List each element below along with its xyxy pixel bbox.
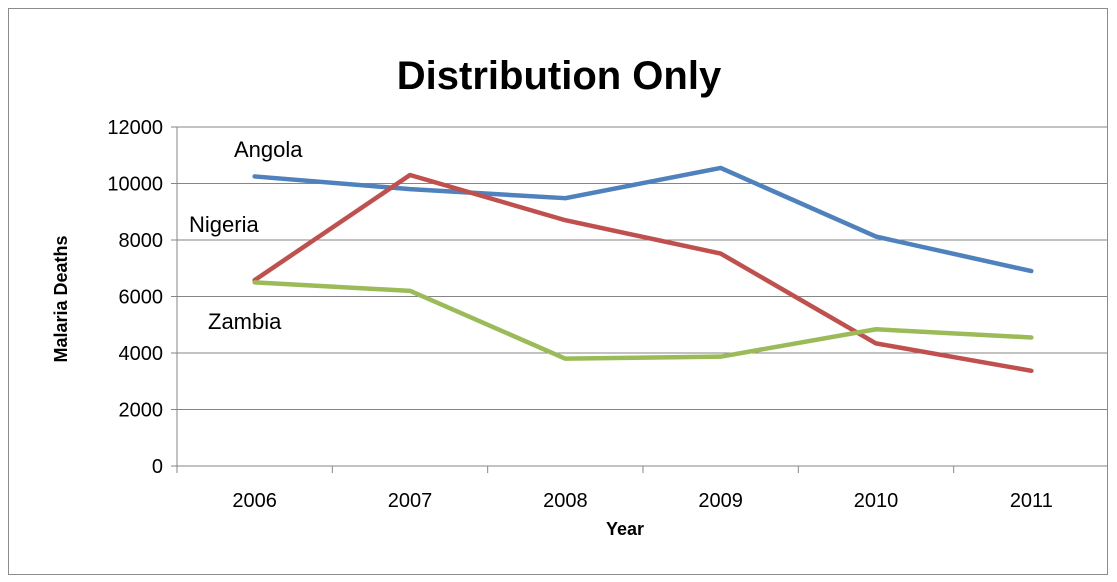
- y-tick-label: 8000: [119, 230, 164, 252]
- x-tick-label: 2009: [698, 490, 743, 512]
- x-tick-labels: 2006 2007 2008 2009 2010 2011: [232, 490, 1052, 512]
- x-tick-label: 2010: [854, 490, 899, 512]
- series-lines: [252, 165, 1034, 374]
- chart-title: Distribution Only: [397, 54, 722, 98]
- x-tick-label: 2011: [1010, 490, 1053, 512]
- series-labels: Angola Nigeria Zambia: [189, 137, 303, 334]
- y-axis-title: Malaria Deaths: [51, 235, 71, 362]
- series-label-zambia: Zambia: [208, 309, 282, 334]
- x-axis-title: Year: [606, 519, 644, 539]
- chart-frame: Distribution Only 0 2000 4000 6000 8000 10000…: [8, 8, 1108, 575]
- series-label-angola: Angola: [234, 137, 303, 162]
- line-chart: Distribution Only 0 2000 4000 6000 8000 10000…: [51, 54, 1107, 539]
- x-tick-label: 2007: [388, 490, 433, 512]
- y-tick-labels: 0 2000 4000 6000 8000 10000 12000: [107, 117, 163, 478]
- x-tick-label: 2008: [543, 490, 588, 512]
- series-line-angola: [252, 165, 1034, 274]
- y-tick-label: 4000: [119, 343, 164, 365]
- y-tick-label: 10000: [107, 174, 163, 196]
- series-line-nigeria: [252, 172, 1034, 374]
- gridlines: [177, 126, 1107, 410]
- y-tick-label: 2000: [119, 400, 164, 422]
- y-tick-label: 12000: [107, 117, 163, 139]
- x-tick-label: 2006: [232, 490, 277, 512]
- series-line-zambia: [252, 280, 1034, 361]
- y-tick-label: 0: [152, 456, 163, 478]
- series-label-nigeria: Nigeria: [189, 212, 259, 237]
- y-tick-label: 6000: [119, 287, 164, 309]
- axes: [171, 126, 1107, 473]
